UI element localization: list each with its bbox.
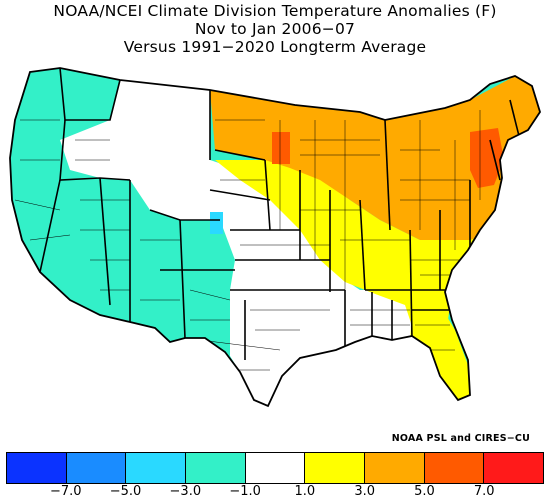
map-title: NOAA/NCEI Climate Division Temperature A… <box>53 2 497 20</box>
us-outline <box>9 67 541 408</box>
legend-tick-labels: −7.0 −5.0 −3.0 −1.0 1.0 3.0 5.0 7.0 <box>0 484 550 500</box>
legend-swatch-7 <box>424 453 485 483</box>
legend-tick-label: −5.0 <box>109 484 142 499</box>
legend-swatch-5 <box>305 453 366 483</box>
region-great-lakes-northeast <box>210 76 540 240</box>
legend-swatch-0 <box>7 453 67 483</box>
region-minnesota-pocket <box>272 132 290 164</box>
legend-tick-label: 1.0 <box>294 484 316 499</box>
legend-tick-label: −7.0 <box>49 484 82 499</box>
legend-swatch-3 <box>186 453 246 483</box>
region-new-york-pocket <box>470 128 504 188</box>
region-colorado-pocket <box>210 212 223 234</box>
division-boundaries <box>14 110 481 371</box>
legend-swatch-4 <box>245 453 306 483</box>
legend-tick-label: 7.0 <box>473 484 495 499</box>
legend-swatch-6 <box>365 453 425 483</box>
color-legend <box>6 452 544 484</box>
legend-swatch-2 <box>126 453 187 483</box>
legend-tick-label: −1.0 <box>229 484 261 499</box>
legend-swatch-1 <box>66 453 127 483</box>
map-subtitle-baseline: Versus 1991−2020 Longterm Average <box>123 38 427 56</box>
legend-tick-label: 5.0 <box>414 484 435 499</box>
legend-tick-label: −3.0 <box>169 484 202 499</box>
region-central-plains <box>60 80 412 406</box>
map-subtitle-period: Nov to Jan 2006−07 <box>194 20 356 38</box>
region-florida-gulf <box>410 305 470 400</box>
data-credit: NOAA PSL and CIRES−CU <box>391 433 530 444</box>
legend-tick-label: 3.0 <box>354 484 375 499</box>
us-climate-division-map <box>9 67 541 408</box>
legend-swatch-8 <box>484 453 544 483</box>
state-boundaries <box>39 68 521 360</box>
